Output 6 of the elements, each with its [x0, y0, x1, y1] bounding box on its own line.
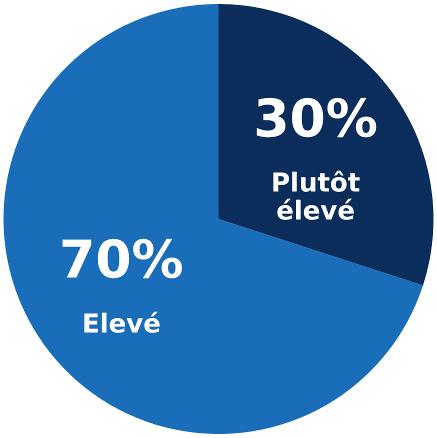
slice-label: Plutôt élevé: [270, 168, 360, 226]
pie-slice: [218, 4, 434, 286]
slice-label: Elevé: [82, 310, 161, 340]
pie-slice: [4, 4, 423, 434]
data-label: 30%: [253, 89, 378, 150]
data-label: 70%: [59, 230, 184, 291]
